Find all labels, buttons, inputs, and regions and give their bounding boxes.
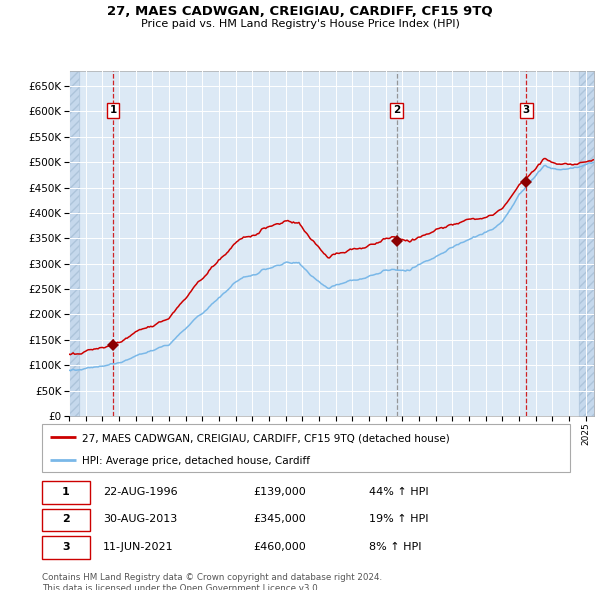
Text: 27, MAES CADWGAN, CREIGIAU, CARDIFF, CF15 9TQ: 27, MAES CADWGAN, CREIGIAU, CARDIFF, CF1… [107, 5, 493, 18]
Text: 11-JUN-2021: 11-JUN-2021 [103, 542, 173, 552]
Text: 27, MAES CADWGAN, CREIGIAU, CARDIFF, CF15 9TQ (detached house): 27, MAES CADWGAN, CREIGIAU, CARDIFF, CF1… [82, 433, 449, 443]
FancyBboxPatch shape [42, 424, 570, 472]
Text: £345,000: £345,000 [253, 514, 306, 525]
Text: 3: 3 [62, 542, 70, 552]
Text: 19% ↑ HPI: 19% ↑ HPI [370, 514, 429, 525]
Text: 1: 1 [62, 487, 70, 497]
Text: Contains HM Land Registry data © Crown copyright and database right 2024.
This d: Contains HM Land Registry data © Crown c… [42, 573, 382, 590]
FancyBboxPatch shape [42, 481, 89, 504]
Text: £139,000: £139,000 [253, 487, 306, 497]
Text: Price paid vs. HM Land Registry's House Price Index (HPI): Price paid vs. HM Land Registry's House … [140, 19, 460, 29]
Text: 22-AUG-1996: 22-AUG-1996 [103, 487, 178, 497]
Text: 30-AUG-2013: 30-AUG-2013 [103, 514, 177, 525]
Text: 1: 1 [110, 106, 117, 116]
Text: 3: 3 [523, 106, 530, 116]
Text: 2: 2 [62, 514, 70, 525]
Text: 44% ↑ HPI: 44% ↑ HPI [370, 487, 429, 497]
FancyBboxPatch shape [42, 509, 89, 532]
Text: 8% ↑ HPI: 8% ↑ HPI [370, 542, 422, 552]
Text: £460,000: £460,000 [253, 542, 306, 552]
Text: 2: 2 [393, 106, 400, 116]
FancyBboxPatch shape [42, 536, 89, 559]
Text: HPI: Average price, detached house, Cardiff: HPI: Average price, detached house, Card… [82, 456, 310, 466]
